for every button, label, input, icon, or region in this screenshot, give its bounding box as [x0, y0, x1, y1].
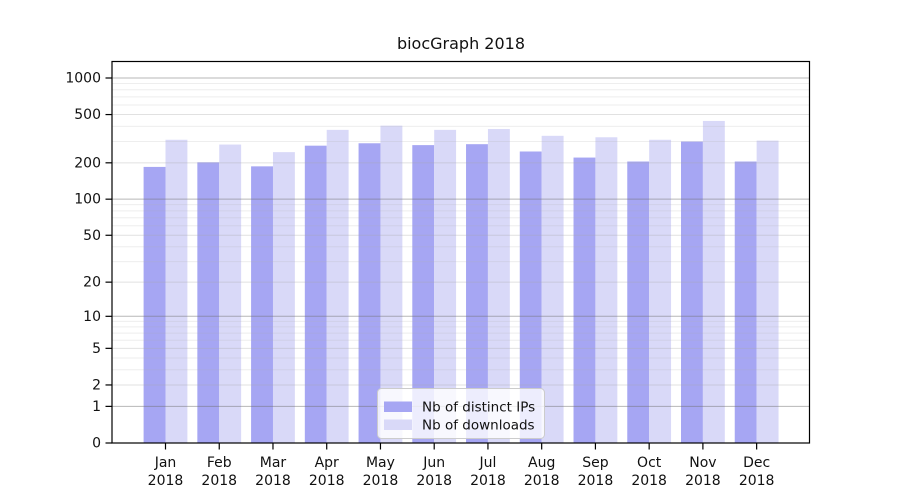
legend-label-ip: Nb of distinct IPs — [422, 400, 535, 416]
bar-dl-apr — [326, 129, 349, 443]
x-tick-label: May 2018 — [363, 455, 399, 489]
bar-ip-apr — [304, 145, 327, 443]
bar-dl-sep — [595, 137, 618, 443]
bar-dl-feb — [219, 144, 242, 444]
legend-swatch-ip — [384, 401, 412, 412]
legend-box — [377, 388, 545, 439]
bar-ip-aug — [519, 151, 542, 443]
bar-ip-jun — [412, 145, 435, 444]
bar-dl-jul — [487, 129, 510, 443]
y-tick-label: 500 — [74, 107, 101, 123]
bar-dl-jun — [434, 129, 457, 443]
x-tick-label: Oct 2018 — [631, 455, 667, 489]
bar-dl-mar — [272, 152, 295, 443]
y-tick-label: 20 — [83, 275, 101, 291]
y-tick-label: 5 — [92, 341, 101, 357]
bar-dl-aug — [541, 135, 564, 443]
bar-ip-jan — [143, 166, 166, 443]
bar-dl-may — [380, 125, 403, 444]
legend-swatch-dl — [384, 419, 412, 430]
y-tick-label: 1000 — [65, 71, 101, 87]
x-tick-label: Apr 2018 — [309, 455, 345, 489]
bars-group — [143, 120, 779, 444]
bar-ip-mar — [251, 166, 273, 443]
bar-ip-jul — [466, 144, 488, 443]
y-tick-label: 1 — [92, 399, 101, 415]
bar-ip-oct — [627, 161, 650, 443]
plot-border — [111, 60, 811, 444]
x-tick-label: Feb 2018 — [201, 455, 237, 489]
gridlines-group — [112, 77, 810, 407]
y-tick-label: 100 — [74, 192, 101, 208]
legend: Nb of distinct IPs Nb of downloads — [377, 388, 545, 439]
bar-dl-jan — [165, 139, 188, 443]
y-tick-label: 200 — [74, 155, 101, 171]
bar-ip-sep — [573, 157, 596, 443]
y-tick-label: 10 — [83, 309, 101, 325]
x-tick-label: Nov 2018 — [685, 455, 721, 489]
legend-label-dl: Nb of downloads — [422, 418, 535, 434]
bar-ip-dec — [734, 161, 757, 443]
bar-dl-oct — [649, 139, 672, 443]
x-tick-label: Jun 2018 — [416, 455, 452, 489]
y-axis: 0 1 2 5 10 20 50 100 200 500 1000 — [65, 71, 112, 452]
x-tick-label: Dec 2018 — [739, 455, 775, 489]
y-tick-label: 2 — [92, 377, 101, 393]
bar-dl-nov — [702, 120, 725, 443]
bar-ip-feb — [197, 162, 220, 444]
bar-ip-may — [358, 143, 381, 443]
x-tick-label: Sep 2018 — [578, 455, 614, 489]
y-tick-label: 50 — [83, 228, 101, 244]
chart-title: biocGraph 2018 — [396, 34, 526, 53]
bar-ip-nov — [681, 141, 703, 444]
y-tick-label: 0 — [92, 436, 101, 452]
x-tick-label: Jan 2018 — [148, 455, 184, 489]
x-tick-label: Mar 2018 — [255, 455, 291, 489]
x-tick-label: Jul 2018 — [470, 455, 506, 489]
bar-dl-dec — [756, 140, 779, 444]
x-tick-label: Aug 2018 — [524, 455, 560, 489]
x-axis: Jan 2018 Feb 2018 Mar 2018 Apr 2018 May 2018 Jun 20… — [148, 443, 775, 489]
